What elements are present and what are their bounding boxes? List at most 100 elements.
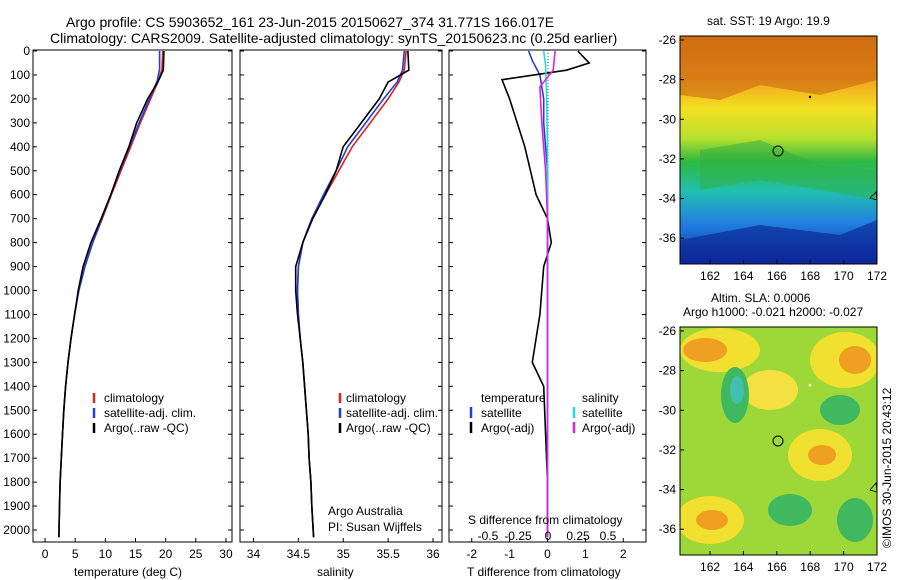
series-satellite-adj-clim- [296, 50, 406, 538]
sla-float-marker [772, 435, 784, 447]
sst-cold-patch [680, 220, 877, 264]
sla-orange-blob-4 [808, 445, 836, 465]
legend-label-satellite: satellite-adj. clim. [104, 406, 196, 420]
temperature-x-axis: 0 5 10 15 20 25 30 [42, 538, 233, 561]
s-tick-label: -0.25 [504, 529, 532, 543]
t-difference-xlabel: T difference from climatology [467, 565, 621, 579]
sla-orange-blob-2 [839, 346, 871, 374]
series-climatology [296, 50, 407, 538]
depth-tick-label: 0 [23, 44, 30, 58]
depth-tick-label: 300 [10, 116, 30, 130]
map-y-label: -30 [659, 112, 677, 126]
sla-green-blob-2 [820, 395, 860, 425]
sla-map-axes: -26 -28 -30 -32 -34 -36 162 164 166 168 170 172 [659, 324, 888, 574]
sst-map-frame [679, 35, 878, 265]
sla-yellow-blob-3 [742, 370, 798, 410]
difference-series-group [500, 50, 591, 538]
map-x-label: 172 [867, 269, 887, 283]
map-y-label: -30 [659, 403, 677, 417]
legend-label-climatology: climatology [104, 391, 164, 405]
map-x-label: 164 [733, 560, 753, 574]
temperature-series-group [58, 50, 165, 538]
depth-tick-label: 1900 [3, 499, 30, 513]
sst-island-marker [808, 95, 812, 99]
map-y-label: -28 [659, 364, 677, 378]
depth-tick-label: 1100 [4, 307, 30, 321]
map-x-label: 170 [834, 269, 854, 283]
depth-tick-label: 2000 [3, 523, 30, 537]
map-x-label: 168 [800, 560, 820, 574]
map-x-label: 166 [767, 560, 787, 574]
x-tick-label: 15 [129, 547, 143, 561]
sst-warm-patch [680, 36, 877, 100]
map-x-label: 166 [767, 269, 787, 283]
map-y-label: -36 [659, 522, 677, 536]
sla-green-blob-3 [768, 494, 812, 526]
depth-tick-label: 900 [10, 260, 30, 274]
x-tick-label: 0 [544, 547, 551, 561]
depth-tick-label: 1300 [3, 355, 30, 369]
depth-axis: 0 100 200 300 400 500 600 700 800 900 1000 1100 1200… [3, 44, 646, 537]
sst-map [680, 36, 877, 264]
series-climatology [58, 50, 164, 538]
sla-map-title1: Altim. SLA: 0.0006 [711, 291, 811, 305]
map-y-label: -26 [659, 33, 677, 47]
salinity-x-axis: 34 34.5 35 35.5 36 [247, 538, 440, 561]
x-tick-label: 30 [219, 547, 233, 561]
difference-x-axis: -2 -1 0 1 2 -0.5 -0.25 0 0.25 0.5 [466, 529, 627, 561]
depth-tick-label: 500 [10, 164, 30, 178]
difference-legend: temperature salinity satellite Argo(-adj… [469, 391, 635, 435]
sla-cyan-blob-1 [730, 376, 744, 404]
s-tick-label: 0 [545, 529, 552, 543]
map-y-label: -34 [659, 483, 677, 497]
map-x-label: 170 [834, 560, 854, 574]
salinity-legend: climatology satellite-adj. clim. Argo(..… [338, 391, 438, 435]
depth-tick-label: 1500 [3, 403, 30, 417]
depth-tick-label: 1200 [3, 331, 30, 345]
legend-s-title: salinity [582, 391, 619, 405]
figure-title-line1: Argo profile: CS 5903652_161 23-Jun-2015… [66, 14, 554, 30]
sal-legend-label-climatology: climatology [346, 391, 406, 405]
sla-map [680, 327, 877, 555]
map-y-label: -32 [659, 152, 677, 166]
series-argo-raw-qc- [58, 50, 165, 538]
series-salinity-argo-adj- [539, 50, 556, 538]
salinity-xlabel: salinity [317, 565, 354, 579]
legend-s-argo-label: Argo(-adj) [582, 421, 635, 435]
x-tick-label: 35 [337, 547, 351, 561]
s-tick-label: -0.5 [478, 529, 499, 543]
depth-tick-label: 1800 [3, 475, 30, 489]
legend-t-title: temperature [481, 391, 546, 405]
depth-tick-label: 600 [10, 188, 30, 202]
temperature-legend: climatology satellite-adj. clim. Argo(..… [92, 391, 196, 435]
salinity-series-group [294, 50, 410, 538]
map-y-label: -34 [659, 192, 677, 206]
s-tick-label: 0.25 [566, 529, 590, 543]
x-tick-label: 0 [42, 547, 49, 561]
figure-title-line2: Climatology: CARS2009. Satellite-adjuste… [50, 30, 617, 46]
map-y-label: -32 [659, 443, 677, 457]
depth-tick-label: 1700 [3, 451, 30, 465]
map-y-label: -28 [659, 73, 677, 87]
sst-map-title: sat. SST: 19 Argo: 19.9 [707, 14, 830, 28]
series-argo-raw-qc- [294, 50, 410, 538]
sal-legend-label-argo: Argo(..raw -QC) [346, 421, 431, 435]
depth-tick-label: 200 [10, 92, 30, 106]
legend-label-argo: Argo(..raw -QC) [104, 421, 189, 435]
legend-t-sat-label: satellite [481, 406, 522, 420]
depth-tick-label: 700 [10, 212, 30, 226]
sla-map-frame [679, 326, 878, 556]
series-temperature-satellite [527, 50, 549, 538]
x-tick-label: -2 [466, 547, 477, 561]
depth-tick-label: 1000 [3, 284, 30, 298]
series-temperature-argo-adj- [500, 50, 591, 538]
x-tick-label: 5 [72, 547, 79, 561]
x-tick-label: -1 [504, 547, 515, 561]
sst-float-marker [772, 145, 784, 157]
x-tick-label: 10 [99, 547, 113, 561]
sla-orange-blob-5 [696, 510, 728, 530]
map-x-label: 172 [867, 560, 887, 574]
x-tick-label: 20 [159, 547, 173, 561]
temperature-xlabel: temperature (deg C) [74, 565, 182, 579]
map-x-label: 162 [700, 560, 720, 574]
